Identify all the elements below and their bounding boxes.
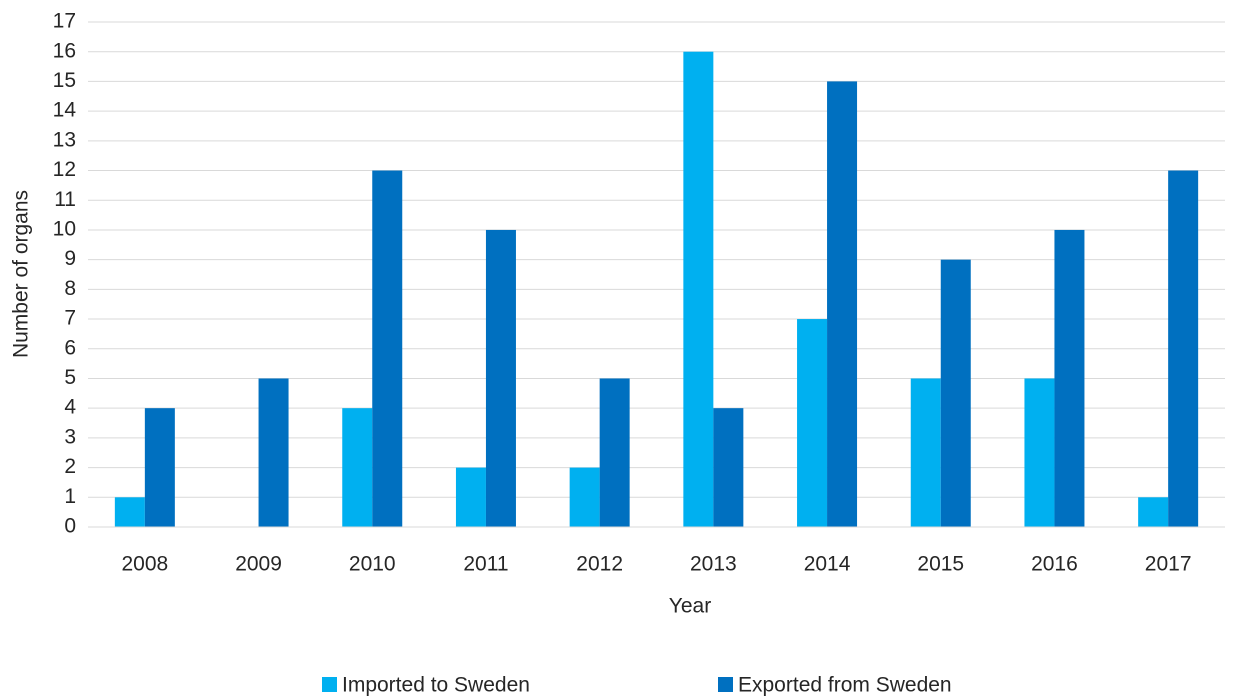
bar — [797, 319, 828, 527]
bar — [342, 408, 373, 527]
y-tick-label: 5 — [64, 366, 76, 389]
x-tick-label: 2017 — [1145, 553, 1192, 576]
x-tick-label: 2015 — [917, 553, 964, 576]
y-tick-label: 10 — [53, 217, 76, 240]
x-tick-label: 2013 — [690, 553, 737, 576]
y-tick-label: 1 — [64, 485, 76, 508]
bar — [599, 378, 630, 527]
legend-label: Imported to Sweden — [342, 674, 530, 697]
bar — [258, 378, 289, 527]
bar — [713, 408, 744, 527]
bar — [569, 467, 600, 527]
y-tick-label: 3 — [64, 425, 76, 448]
y-tick-label: 0 — [64, 515, 76, 538]
legend-swatch — [718, 677, 733, 692]
x-tick-label: 2011 — [463, 553, 508, 576]
bar — [1054, 229, 1085, 528]
bar — [910, 378, 941, 527]
x-tick-label: 2016 — [1031, 553, 1078, 576]
bar — [144, 408, 175, 527]
y-tick-label: 14 — [53, 99, 77, 122]
bar — [1168, 170, 1199, 527]
bar — [1024, 378, 1055, 527]
x-tick-label: 2009 — [235, 553, 282, 576]
y-tick-label: 6 — [64, 336, 76, 359]
bar — [372, 170, 403, 527]
x-axis-label: Year — [669, 595, 711, 618]
y-tick-label: 13 — [53, 128, 76, 151]
bar — [940, 259, 971, 527]
y-tick-label: 15 — [53, 69, 76, 92]
legend-label: Exported from Sweden — [738, 674, 952, 697]
x-tick-label: 2010 — [349, 553, 396, 576]
y-tick-label: 17 — [53, 10, 76, 33]
bar — [827, 81, 858, 527]
y-tick-label: 16 — [53, 39, 76, 62]
bar — [485, 229, 516, 528]
y-tick-label: 9 — [64, 247, 76, 270]
y-tick-label: 4 — [64, 396, 76, 419]
bar — [683, 51, 714, 528]
y-tick-label: 7 — [64, 307, 76, 330]
y-tick-label: 8 — [64, 277, 76, 300]
bar — [455, 467, 486, 527]
y-tick-label: 12 — [53, 158, 76, 181]
bar — [1138, 497, 1169, 527]
y-tick-label: 11 — [54, 188, 76, 211]
x-tick-label: 2008 — [121, 553, 168, 576]
y-axis-label: Number of organs — [10, 190, 33, 358]
y-tick-label: 2 — [64, 455, 76, 478]
x-tick-label: 2014 — [804, 553, 851, 576]
bar — [114, 497, 145, 527]
x-tick-label: 2012 — [576, 553, 623, 576]
legend-swatch — [322, 677, 337, 692]
